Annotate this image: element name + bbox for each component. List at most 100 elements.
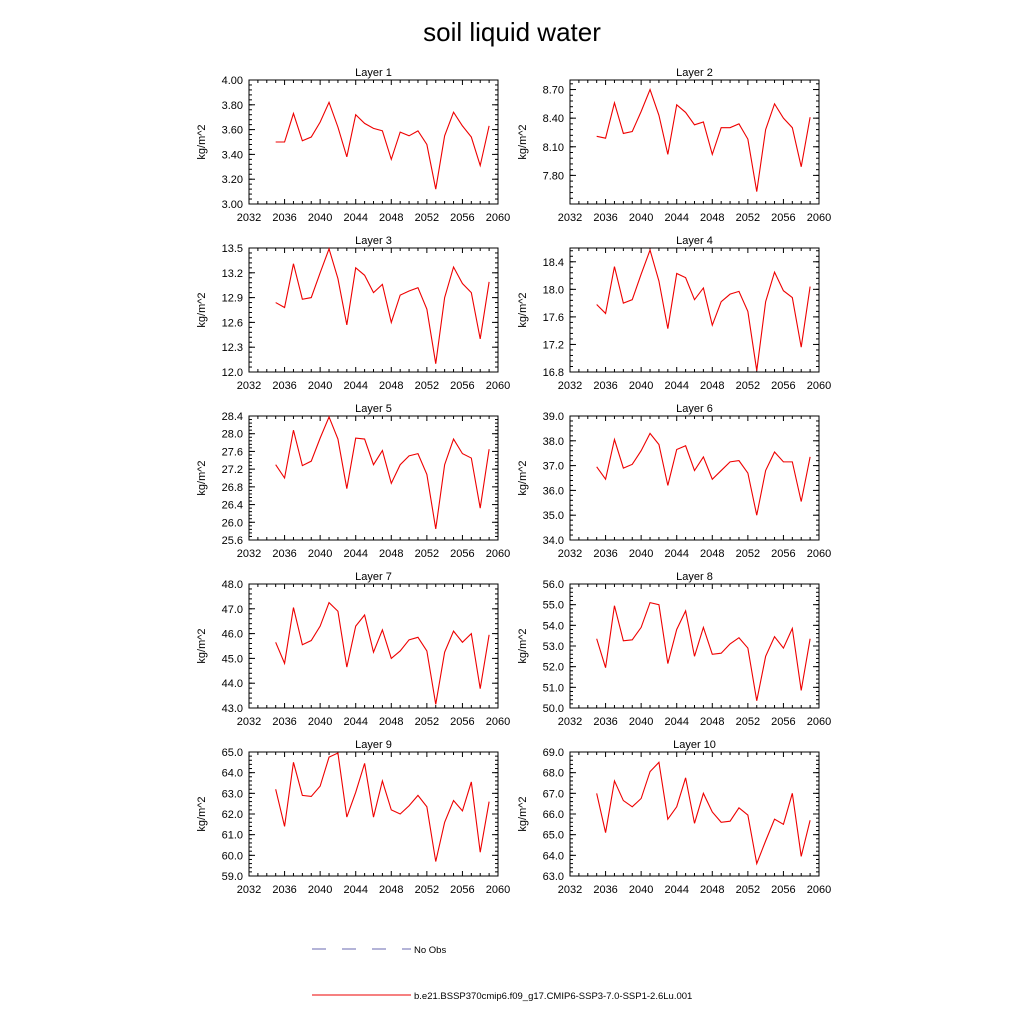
x-tick-label: 2056 — [450, 716, 474, 728]
x-tick-label: 2032 — [237, 212, 261, 224]
x-tick-label: 2040 — [629, 716, 653, 728]
y-tick-label: 28.4 — [222, 411, 243, 423]
panel-title: Layer 10 — [673, 739, 716, 751]
x-tick-label: 2044 — [343, 716, 367, 728]
x-tick-label: 2060 — [486, 212, 510, 224]
y-tick-label: 12.3 — [222, 342, 243, 354]
y-tick-label: 36.0 — [543, 485, 564, 497]
y-tick-label: 27.2 — [222, 464, 243, 476]
x-tick-label: 2060 — [486, 380, 510, 392]
y-tick-label: 63.0 — [222, 788, 243, 800]
x-tick-label: 2032 — [237, 716, 261, 728]
panel-title: Layer 2 — [676, 67, 713, 79]
x-tick-label: 2032 — [558, 212, 582, 224]
x-tick-label: 2036 — [272, 548, 296, 560]
y-tick-label: 45.0 — [222, 653, 243, 665]
y-axis-label: kg/m^2 — [517, 292, 529, 327]
plot-frame — [248, 415, 499, 541]
y-tick-label: 25.6 — [222, 535, 243, 547]
y-tick-label: 3.40 — [222, 149, 243, 161]
x-tick-label: 2036 — [593, 716, 617, 728]
x-tick-label: 2052 — [736, 212, 760, 224]
y-tick-label: 39.0 — [543, 411, 564, 423]
x-tick-label: 2056 — [771, 716, 795, 728]
x-tick-label: 2048 — [379, 884, 403, 896]
y-tick-label: 12.9 — [222, 293, 243, 305]
y-tick-label: 43.0 — [222, 703, 243, 715]
x-tick-label: 2032 — [237, 884, 261, 896]
panel-title: Layer 3 — [355, 235, 392, 247]
y-tick-label: 60.0 — [222, 850, 243, 862]
panel-layer-7: Layer 7 kg/m^2 2032 2036 2040 2044 2048 2052 205… — [196, 571, 510, 728]
x-tick-label: 2040 — [308, 716, 332, 728]
x-tick-label: 2056 — [450, 548, 474, 560]
x-tick-label: 2056 — [771, 548, 795, 560]
legend-obs-label: No Obs — [414, 945, 446, 956]
y-tick-label: 17.6 — [543, 312, 564, 324]
plot-frame — [569, 415, 820, 541]
y-tick-label: 13.5 — [222, 243, 243, 255]
x-tick-label: 2052 — [736, 716, 760, 728]
y-tick-label: 46.0 — [222, 629, 243, 641]
x-tick-label: 2044 — [343, 548, 367, 560]
x-tick-label: 2060 — [807, 884, 831, 896]
y-tick-label: 59.0 — [222, 871, 243, 883]
x-tick-label: 2040 — [629, 380, 653, 392]
y-tick-label: 28.0 — [222, 429, 243, 441]
y-tick-label: 62.0 — [222, 809, 243, 821]
y-tick-label: 65.0 — [543, 830, 564, 842]
y-tick-label: 12.6 — [222, 317, 243, 329]
y-tick-label: 4.00 — [222, 75, 243, 87]
panel-layer-8: Layer 8 kg/m^2 2032 2036 2040 2044 2048 2052 205… — [517, 571, 831, 728]
y-tick-label: 55.0 — [543, 600, 564, 612]
y-axis-label: kg/m^2 — [196, 628, 208, 663]
panel-layer-10: Layer 10 kg/m^2 2032 2036 2040 2044 2048 2052 20… — [517, 739, 831, 896]
series-line-1 — [275, 752, 490, 862]
plot-frame — [569, 79, 820, 205]
x-tick-label: 2056 — [771, 380, 795, 392]
x-tick-label: 2036 — [272, 212, 296, 224]
x-tick-label: 2048 — [379, 716, 403, 728]
x-tick-label: 2048 — [700, 380, 724, 392]
y-tick-label: 51.0 — [543, 682, 564, 694]
y-tick-label: 26.4 — [222, 500, 243, 512]
x-tick-label: 2052 — [736, 380, 760, 392]
y-tick-label: 61.0 — [222, 830, 243, 842]
panel-title: Layer 7 — [355, 571, 392, 583]
y-tick-label: 3.60 — [222, 125, 243, 137]
panel-title: Layer 4 — [676, 235, 713, 247]
panel-layer-2: Layer 2 kg/m^2 2032 2036 2040 2044 2048 2052 205… — [517, 67, 831, 224]
x-tick-label: 2052 — [415, 884, 439, 896]
x-tick-label: 2060 — [807, 380, 831, 392]
x-tick-label: 2052 — [415, 716, 439, 728]
series-line-1 — [596, 432, 811, 516]
plot-frame — [569, 247, 820, 373]
y-tick-label: 8.10 — [543, 142, 564, 154]
y-axis-label: kg/m^2 — [517, 628, 529, 663]
y-tick-label: 66.0 — [543, 809, 564, 821]
plot-frame — [248, 247, 499, 373]
y-tick-label: 38.0 — [543, 436, 564, 448]
y-tick-label: 67.0 — [543, 788, 564, 800]
x-tick-label: 2040 — [308, 548, 332, 560]
x-tick-label: 2032 — [237, 548, 261, 560]
panel-layer-1: Layer 1 kg/m^2 2032 2036 2040 2044 2048 2052 205… — [196, 67, 510, 224]
x-tick-label: 2048 — [700, 716, 724, 728]
panel-title: Layer 6 — [676, 403, 713, 415]
x-tick-label: 2040 — [308, 884, 332, 896]
x-tick-label: 2056 — [771, 212, 795, 224]
x-tick-label: 2056 — [771, 884, 795, 896]
y-axis-label: kg/m^2 — [196, 292, 208, 327]
x-tick-label: 2032 — [558, 548, 582, 560]
x-tick-label: 2048 — [700, 212, 724, 224]
x-tick-label: 2044 — [664, 716, 688, 728]
x-tick-label: 2060 — [486, 716, 510, 728]
x-tick-label: 2048 — [700, 548, 724, 560]
y-tick-label: 47.0 — [222, 604, 243, 616]
legend-model-label: b.e21.BSSP370cmip6.f09_g17.CMIP6-SSP3-7.… — [414, 991, 692, 1002]
panel-title: Layer 8 — [676, 571, 713, 583]
y-tick-label: 44.0 — [222, 678, 243, 690]
y-tick-label: 34.0 — [543, 535, 564, 547]
x-tick-label: 2052 — [736, 884, 760, 896]
x-tick-label: 2052 — [736, 548, 760, 560]
